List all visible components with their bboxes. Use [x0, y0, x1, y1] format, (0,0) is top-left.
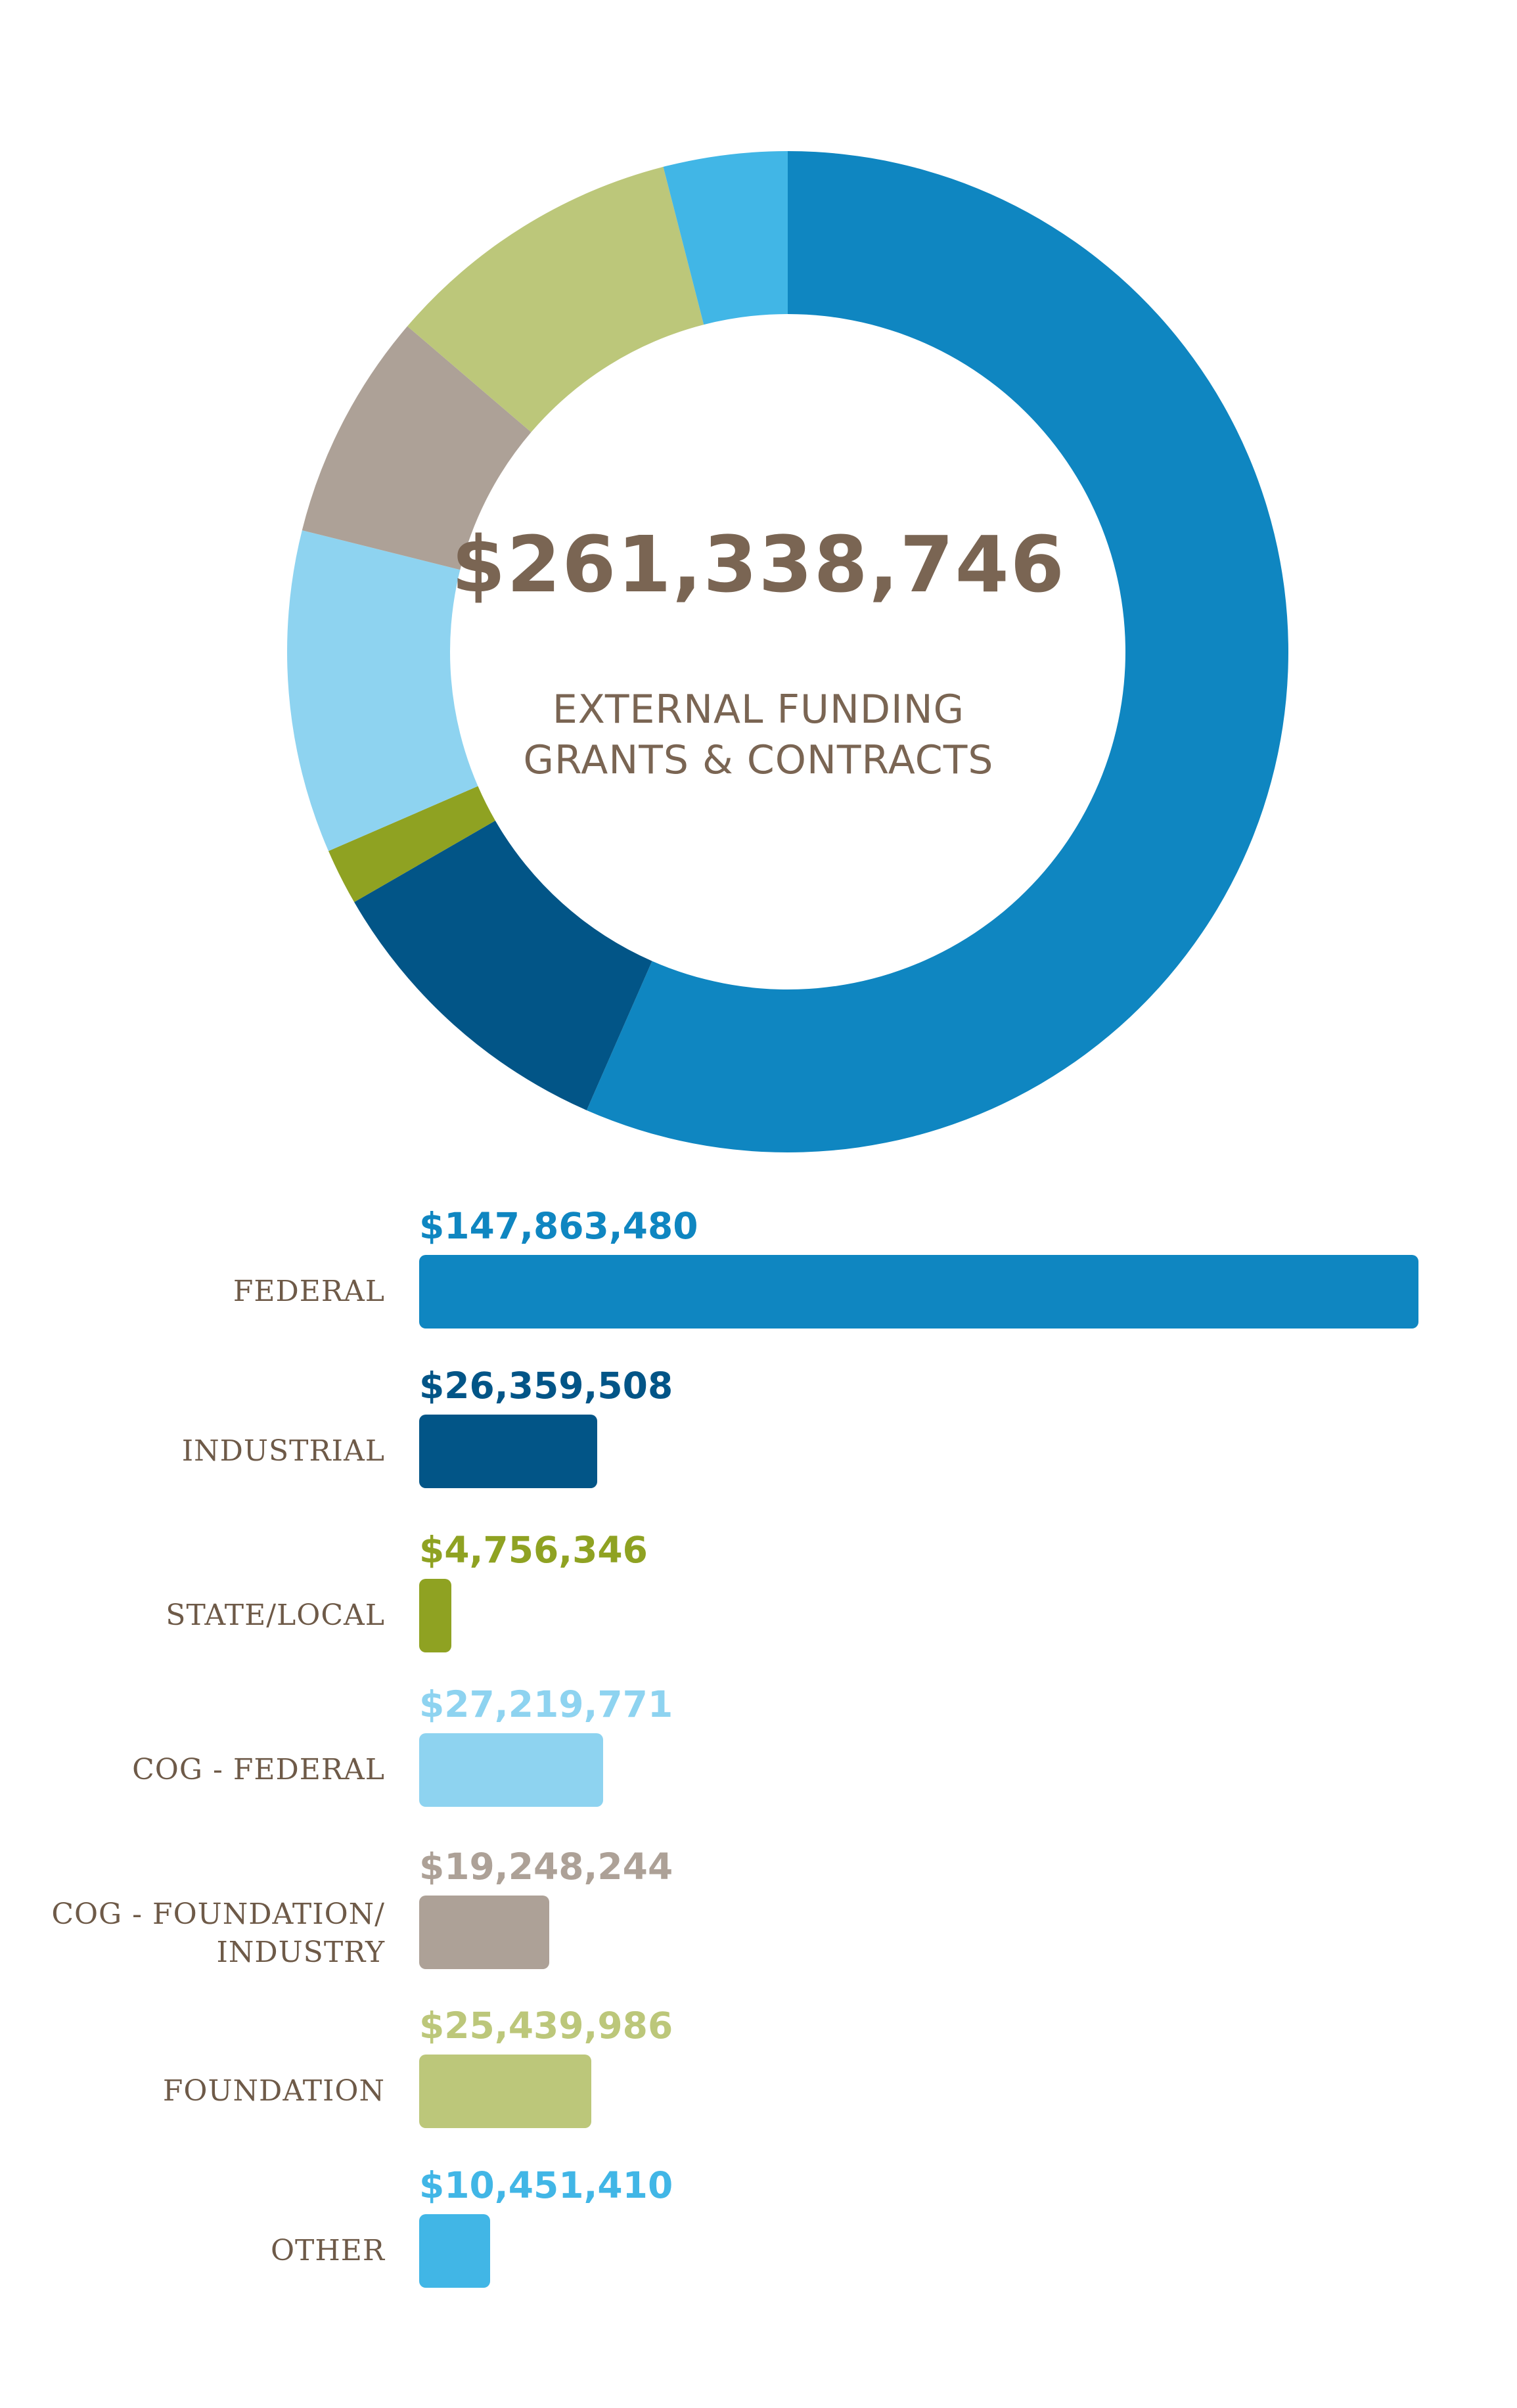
- bar-value-label: $4,756,346: [419, 1529, 648, 1571]
- donut-slice-foundation: [407, 166, 704, 432]
- donut-slice-cog-foundation-industry: [302, 326, 532, 570]
- bar-category-label: FEDERAL: [233, 1273, 385, 1311]
- bar-cog-federal: [419, 1733, 603, 1807]
- bar-category-label: COG - FOUNDATION/INDUSTRY: [51, 1896, 385, 1972]
- bar-category-label: FOUNDATION: [163, 2072, 385, 2110]
- donut-slice-state-local: [328, 786, 495, 903]
- bar-category-label: STATE/LOCAL: [166, 1597, 385, 1635]
- bar-category-label-line: FEDERAL: [233, 1275, 385, 1308]
- bar-value-label: $10,451,410: [419, 2164, 673, 2206]
- bar-value-label: $27,219,771: [419, 1683, 673, 1725]
- bar-value-label: $147,863,480: [419, 1205, 698, 1247]
- bar-category-label-line: OTHER: [270, 2234, 385, 2267]
- donut-slice-industrial: [354, 821, 652, 1110]
- bar-category-label: INDUSTRIAL: [182, 1432, 385, 1470]
- bar-federal: [419, 1255, 1418, 1329]
- bar-category-label-line: STATE/LOCAL: [166, 1599, 385, 1632]
- donut-center-subtitle-line2: GRANTS & CONTRACTS: [523, 737, 994, 783]
- donut-chart: [287, 151, 1288, 1152]
- bar-value-label: $25,439,986: [419, 2005, 673, 2047]
- donut-slice-cog-federal: [287, 530, 478, 852]
- bar-cog-foundation-industry: [419, 1896, 549, 1969]
- bar-category-label: COG - FEDERAL: [132, 1751, 385, 1789]
- donut-slice-other: [663, 151, 788, 325]
- bar-category-label-line: FOUNDATION: [162, 2074, 385, 2108]
- donut-center-subtitle-line1: EXTERNAL FUNDING: [552, 687, 965, 733]
- bar-category-label-line: COG - FOUNDATION/: [51, 1897, 385, 1931]
- donut-slice-federal: [586, 151, 1288, 1152]
- bar-industrial: [419, 1415, 598, 1488]
- bar-foundation: [419, 2055, 591, 2128]
- bar-state-local: [419, 1579, 451, 1652]
- bar-category-label: OTHER: [271, 2232, 385, 2270]
- donut-center-total: $261,338,746: [451, 519, 1066, 610]
- bar-value-label: $26,359,508: [419, 1365, 673, 1407]
- bar-value-label: $19,248,244: [419, 1846, 673, 1888]
- bar-other: [419, 2214, 490, 2288]
- bar-category-label-line: INDUSTRIAL: [181, 1434, 385, 1468]
- bar-category-label-line: COG - FEDERAL: [132, 1753, 385, 1786]
- bar-category-label-line: INDUSTRY: [216, 1936, 385, 1969]
